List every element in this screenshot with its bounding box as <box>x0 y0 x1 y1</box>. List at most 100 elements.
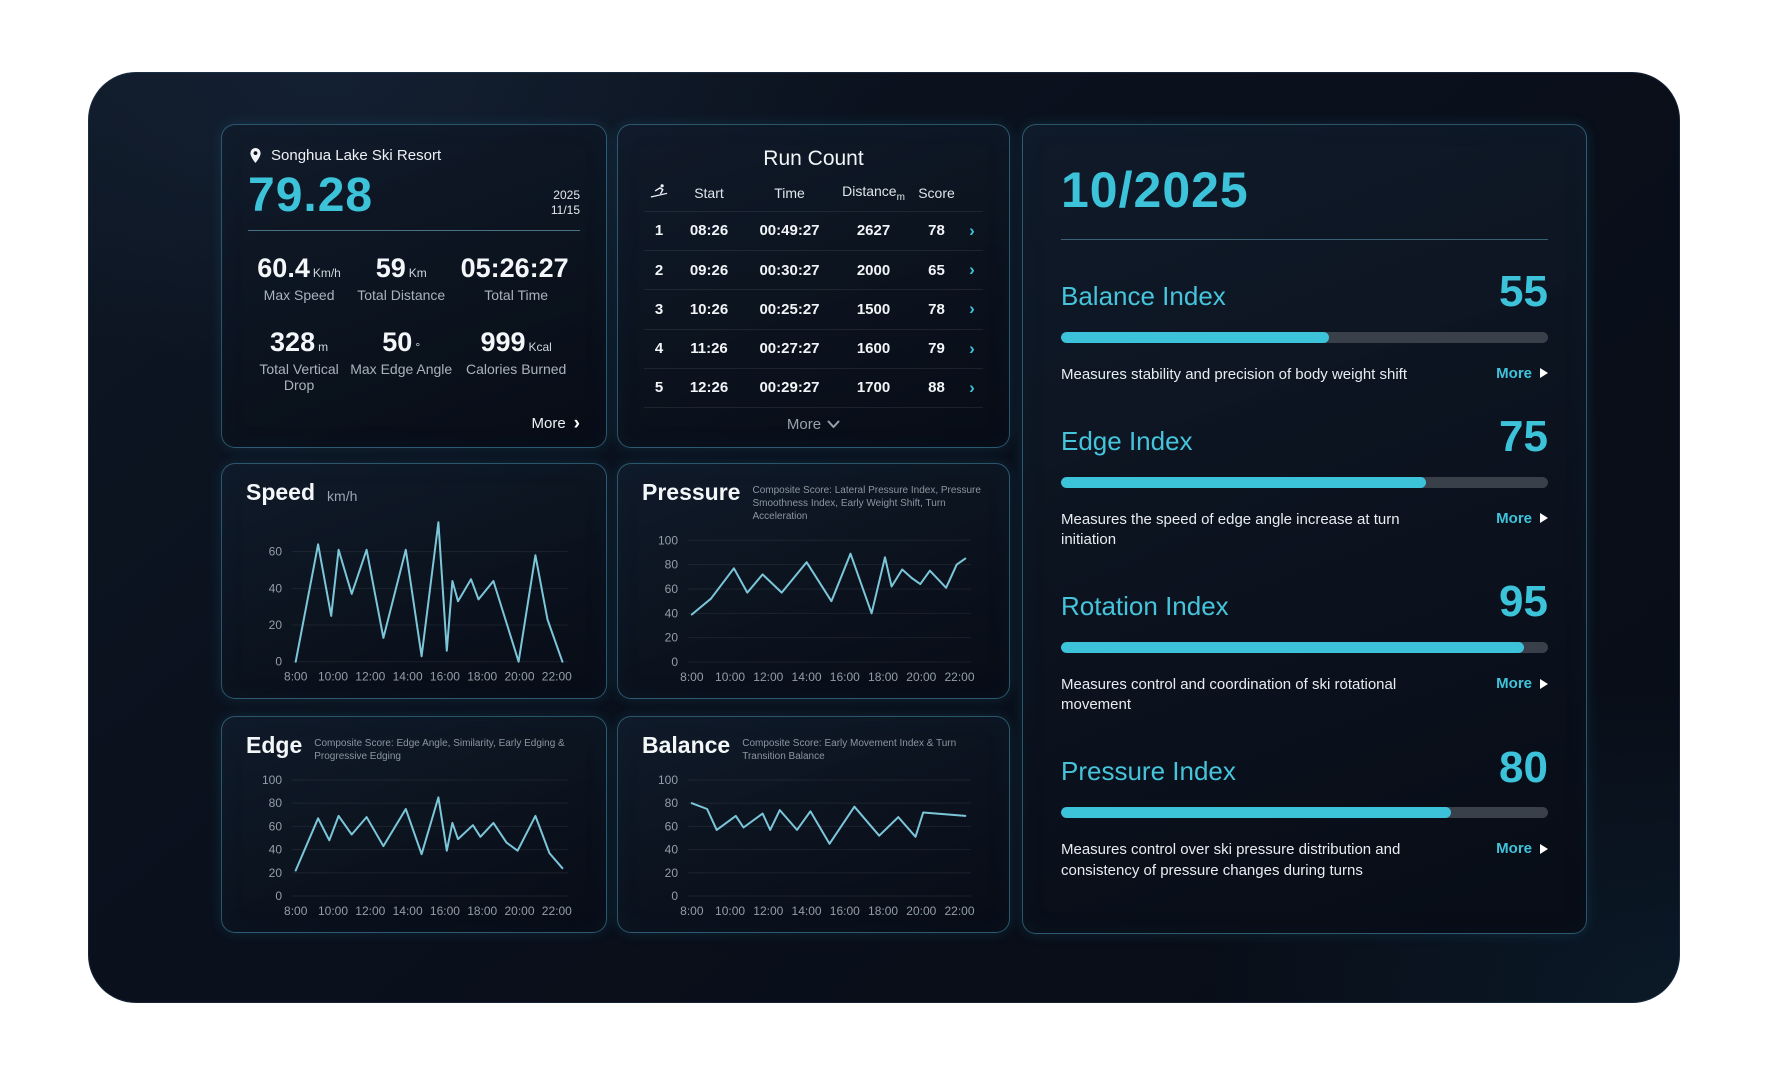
stat-cell: 50 ° Max Edge Angle <box>350 327 453 394</box>
run-table-body: 1 08:26 00:49:27 2627 78 › 2 09:26 00:30… <box>644 210 983 407</box>
run-time: 00:25:27 <box>759 300 820 318</box>
svg-text:20: 20 <box>269 618 283 632</box>
svg-text:20:00: 20:00 <box>504 904 534 918</box>
location-pin-icon <box>248 147 263 164</box>
svg-text:14:00: 14:00 <box>393 670 423 684</box>
stat-unit: Kcal <box>528 339 552 354</box>
run-score: 65 <box>928 261 945 279</box>
skier-icon <box>644 183 674 202</box>
svg-text:14:00: 14:00 <box>792 670 822 684</box>
chevron-right-icon: › <box>573 413 580 434</box>
svg-text:100: 100 <box>658 773 678 787</box>
triangle-right-icon <box>1540 368 1548 379</box>
stat-value: 999 <box>480 326 526 357</box>
col-header-start: Start <box>694 184 724 201</box>
date-day: 11/15 <box>550 203 580 217</box>
stat-label: Total Time <box>484 287 549 304</box>
stat-label: Max Edge Angle <box>350 361 453 378</box>
balance-chart-card: Balance Composite Score: Early Movement … <box>617 716 1010 933</box>
index-value: 55 <box>1499 267 1548 317</box>
index-list: Balance Index 55 Measures stability and … <box>1061 240 1548 913</box>
stat-value: 60.4 <box>257 252 310 283</box>
svg-text:22:00: 22:00 <box>542 904 572 918</box>
pressure-chart: 0 20 40 60 80 100 8:00 10:00 12:00 14:00 16:00 18:0… <box>658 533 975 684</box>
svg-text:60: 60 <box>269 545 283 559</box>
run-table-row[interactable]: 1 08:26 00:49:27 2627 78 › <box>644 210 983 250</box>
svg-text:18:00: 18:00 <box>868 904 898 918</box>
run-number: 4 <box>654 340 664 358</box>
svg-text:0: 0 <box>671 655 678 669</box>
run-start: 10:26 <box>689 300 729 318</box>
svg-text:20: 20 <box>269 866 283 880</box>
pressure-chart-card: Pressure Composite Score: Lateral Pressu… <box>617 463 1010 699</box>
index-name: Edge Index <box>1061 425 1193 456</box>
col-header-distance: Distancem <box>842 183 905 203</box>
index-progress-fill <box>1061 476 1427 488</box>
run-distance: 2627 <box>856 222 891 240</box>
stat-unit: ° <box>415 339 421 354</box>
run-table-row[interactable]: 2 09:26 00:30:27 2000 65 › <box>644 250 983 289</box>
triangle-right-icon <box>1540 843 1548 854</box>
edge-chart: 0 20 40 60 80 100 8:00 10:00 12:00 14:00 16:00 18:0… <box>262 773 572 918</box>
index-progress-track <box>1061 642 1548 654</box>
monthly-index-card: 10/2025 Balance Index 55 Measures stabil… <box>1022 124 1587 934</box>
svg-text:20:00: 20:00 <box>504 670 534 684</box>
pressure-chart-subtitle: Composite Score: Lateral Pressure Index,… <box>752 485 981 522</box>
svg-text:12:00: 12:00 <box>355 904 385 918</box>
run-start: 09:26 <box>689 261 729 279</box>
run-score: 78 <box>928 300 945 318</box>
svg-text:0: 0 <box>275 655 282 669</box>
balance-chart-title: Balance <box>642 732 731 758</box>
run-table-row[interactable]: 4 11:26 00:27:27 1600 79 › <box>644 328 983 368</box>
stat-value: 05:26:27 <box>460 252 569 283</box>
svg-text:10:00: 10:00 <box>715 670 745 684</box>
svg-text:80: 80 <box>665 558 679 572</box>
svg-text:16:00: 16:00 <box>830 904 860 918</box>
run-count-more-button[interactable]: More <box>644 407 983 439</box>
stat-cell: 05:26:27 Total Time <box>452 252 580 304</box>
svg-text:20: 20 <box>665 866 679 880</box>
index-more-button[interactable]: More <box>1496 510 1548 527</box>
svg-text:12:00: 12:00 <box>753 904 783 918</box>
run-score: 79 <box>928 340 945 358</box>
svg-text:8:00: 8:00 <box>284 670 308 684</box>
index-more-button[interactable]: More <box>1496 675 1548 692</box>
date-year: 2025 <box>553 188 580 202</box>
run-start: 12:26 <box>689 379 729 397</box>
speed-chart-title: Speed <box>246 479 316 505</box>
pressure-chart-title: Pressure <box>642 479 741 505</box>
chevron-right-icon: › <box>969 260 975 280</box>
run-start: 11:26 <box>690 340 728 358</box>
svg-text:40: 40 <box>665 606 679 620</box>
summary-more-button[interactable]: More › <box>531 414 580 433</box>
run-table-row[interactable]: 3 10:26 00:25:27 1500 78 › <box>644 289 983 328</box>
index-block: Edge Index 75 Measures the speed of edge… <box>1061 415 1548 550</box>
svg-text:80: 80 <box>269 796 283 810</box>
month-title: 10/2025 <box>1061 162 1249 218</box>
index-more-button[interactable]: More <box>1496 840 1548 857</box>
stat-unit: m <box>318 339 329 354</box>
index-block: Balance Index 55 Measures stability and … <box>1061 267 1548 385</box>
run-count-title: Run Count <box>763 147 864 170</box>
stat-cell: 59 Km Total Distance <box>350 253 452 304</box>
run-time: 00:27:27 <box>759 340 820 358</box>
index-more-label: More <box>1496 364 1532 382</box>
score-row: 79.28 2025 11/15 <box>248 172 580 220</box>
balance-chart-subtitle: Composite Score: Early Movement Index & … <box>742 738 957 762</box>
svg-text:12:00: 12:00 <box>355 670 385 684</box>
index-more-button[interactable]: More <box>1496 365 1548 382</box>
svg-text:40: 40 <box>269 843 283 857</box>
svg-text:20:00: 20:00 <box>906 670 936 684</box>
run-count-card: Run Count Start Time Distancem Score 1 0… <box>617 124 1010 448</box>
col-header-time: Time <box>774 184 805 201</box>
chevron-down-icon <box>827 420 840 428</box>
index-value: 80 <box>1499 742 1548 792</box>
run-score: 78 <box>928 222 945 240</box>
run-table-row[interactable]: 5 12:26 00:29:27 1700 88 › <box>644 367 983 407</box>
stat-unit: Km/h <box>312 265 341 280</box>
index-divider <box>1061 239 1548 240</box>
balance-chart: 0 20 40 60 80 100 8:00 10:00 12:00 14:00 16:00 18:0… <box>658 773 975 918</box>
svg-text:8:00: 8:00 <box>680 670 704 684</box>
run-distance: 2000 <box>856 261 891 279</box>
index-block: Rotation Index 95 Measures control and c… <box>1061 580 1548 715</box>
